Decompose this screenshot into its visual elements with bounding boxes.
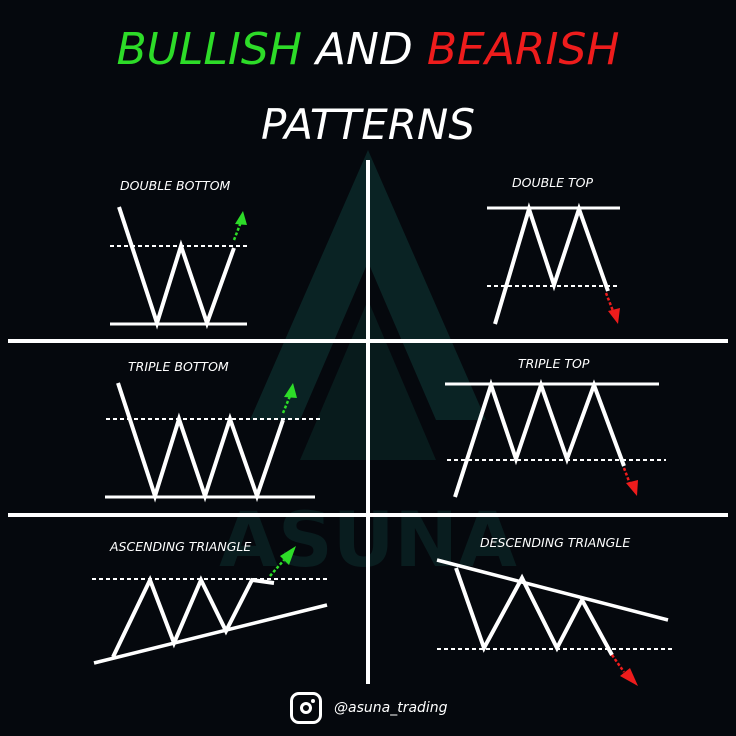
pattern-ascending-triangle: ASCENDING TRIANGLE — [92, 539, 330, 665]
footer: @asuna_trading — [290, 690, 448, 726]
label-ascending-triangle: ASCENDING TRIANGLE — [109, 539, 251, 554]
arrow-down-icon — [620, 668, 638, 686]
pattern-double-bottom: DOUBLE BOTTOM — [110, 178, 248, 330]
instagram-handle[interactable]: @asuna_trading — [334, 700, 448, 716]
label-triple-bottom: TRIPLE BOTTOM — [128, 359, 229, 374]
label-double-bottom: DOUBLE BOTTOM — [120, 178, 231, 193]
title-line-2: PATTERNS — [260, 100, 476, 149]
arrow-up-icon — [280, 546, 296, 565]
pattern-double-top: DOUBLE TOP — [487, 175, 620, 325]
grid-lines — [8, 160, 728, 684]
title-bearish: BEARISH — [426, 24, 620, 75]
arrow-down-icon — [626, 480, 638, 496]
pattern-triple-top: TRIPLE TOP — [445, 356, 666, 498]
arrow-up-icon — [235, 211, 247, 225]
title-and: AND — [315, 24, 413, 75]
pattern-triple-bottom: TRIPLE BOTTOM — [105, 359, 320, 503]
arrow-up-icon — [284, 383, 297, 398]
pattern-descending-triangle: DESCENDING TRIANGLE — [436, 535, 673, 686]
arrow-down-icon — [608, 308, 620, 324]
label-triple-top: TRIPLE TOP — [518, 356, 590, 371]
title-line-1: BULLISH AND BEARISH — [0, 24, 736, 75]
title-bullish: BULLISH — [116, 24, 302, 75]
label-double-top: DOUBLE TOP — [512, 175, 593, 190]
label-descending-triangle: DESCENDING TRIANGLE — [480, 535, 630, 550]
instagram-icon[interactable] — [290, 692, 322, 724]
